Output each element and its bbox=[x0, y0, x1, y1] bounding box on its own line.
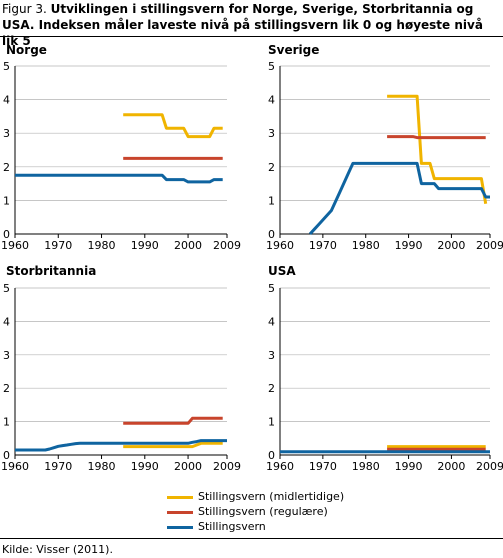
norge-y-tick-label: 5 bbox=[3, 60, 10, 73]
sverige-x-tick-label: 2000 bbox=[437, 239, 465, 252]
storbritannia-x-tick-label: 1980 bbox=[88, 460, 116, 473]
norge-series-midlertidige bbox=[123, 113, 223, 139]
usa-x-tick-label: 2000 bbox=[437, 460, 465, 473]
sverige-series-regulaere bbox=[387, 135, 486, 140]
panel-title-norge: Norge bbox=[6, 43, 47, 57]
storbritannia-series-midlertidige bbox=[123, 441, 223, 449]
usa-y-tick-label: 1 bbox=[268, 416, 275, 429]
usa-x-tick-label: 1960 bbox=[266, 460, 294, 473]
panel-title-storbritannia: Storbritannia bbox=[6, 264, 97, 278]
norge-x-tick-label: 2009 bbox=[213, 239, 241, 252]
storbritannia-series-stillingsvern bbox=[15, 439, 227, 452]
storbritannia-series-regulaere bbox=[123, 416, 223, 425]
legend-swatch-midlertidige bbox=[167, 496, 193, 499]
bottom-rule bbox=[0, 538, 503, 539]
storbritannia-y-tick-label: 5 bbox=[3, 282, 10, 295]
legend-label-midlertidige: Stillingsvern (midlertidige) bbox=[198, 490, 345, 503]
legend-swatch-stillingsvern bbox=[167, 526, 193, 529]
legend-label-regulaere: Stillingsvern (regulære) bbox=[198, 505, 328, 518]
sverige-x-tick-label: 1990 bbox=[395, 239, 423, 252]
storbritannia-x-tick-label: 2009 bbox=[213, 460, 241, 473]
storbritannia-y-tick-label: 1 bbox=[3, 416, 10, 429]
sverige-x-tick-label: 1960 bbox=[266, 239, 294, 252]
norge-x-tick-label: 1960 bbox=[1, 239, 29, 252]
usa-x-tick-label: 2009 bbox=[476, 460, 503, 473]
sverige-y-tick-label: 3 bbox=[268, 127, 275, 140]
norge-y-tick-label: 0 bbox=[3, 228, 10, 241]
sverige-y-tick-label: 5 bbox=[268, 60, 275, 73]
sverige-x-tick-label: 1970 bbox=[309, 239, 337, 252]
usa-y-tick-label: 5 bbox=[268, 282, 275, 295]
usa-x-tick-label: 1980 bbox=[352, 460, 380, 473]
sverige-y-tick-label: 4 bbox=[268, 94, 275, 107]
storbritannia-x-tick-label: 1970 bbox=[44, 460, 72, 473]
norge-x-tick-label: 1970 bbox=[44, 239, 72, 252]
usa-y-tick-label: 4 bbox=[268, 315, 275, 328]
sverige-y-tick-label: 2 bbox=[268, 161, 275, 174]
storbritannia-y-tick-label: 4 bbox=[3, 315, 10, 328]
top-rule bbox=[0, 36, 503, 37]
usa-x-tick-label: 1990 bbox=[395, 460, 423, 473]
storbritannia-y-tick-label: 2 bbox=[3, 382, 10, 395]
legend-label-stillingsvern: Stillingsvern bbox=[198, 520, 266, 533]
sverige-y-tick-label: 1 bbox=[268, 194, 275, 207]
storbritannia-x-tick-label: 1960 bbox=[1, 460, 29, 473]
sverige-y-tick-label: 0 bbox=[268, 228, 275, 241]
sverige-x-tick-label: 2009 bbox=[476, 239, 503, 252]
usa-y-tick-label: 2 bbox=[268, 382, 275, 395]
storbritannia-x-tick-label: 1990 bbox=[131, 460, 159, 473]
source-note: Kilde: Visser (2011). bbox=[2, 543, 113, 556]
norge-x-tick-label: 2000 bbox=[174, 239, 202, 252]
panel-title-usa: USA bbox=[268, 264, 296, 278]
panel-title-sverige: Sverige bbox=[268, 43, 320, 57]
figure-label: Figur 3. bbox=[2, 2, 47, 16]
norge-series-stillingsvern bbox=[15, 173, 223, 184]
usa-x-tick-label: 1970 bbox=[309, 460, 337, 473]
usa-y-tick-label: 3 bbox=[268, 349, 275, 362]
storbritannia-x-tick-label: 2000 bbox=[174, 460, 202, 473]
norge-x-tick-label: 1990 bbox=[131, 239, 159, 252]
usa-y-tick-label: 0 bbox=[268, 449, 275, 462]
norge-y-tick-label: 4 bbox=[3, 94, 10, 107]
norge-y-tick-label: 3 bbox=[3, 127, 10, 140]
storbritannia-y-tick-label: 3 bbox=[3, 349, 10, 362]
sverige-x-tick-label: 1980 bbox=[352, 239, 380, 252]
legend-swatch-regulaere bbox=[167, 511, 193, 514]
sverige-series-midlertidige bbox=[387, 94, 488, 205]
sverige-series-stillingsvern bbox=[308, 161, 490, 236]
figure-title-text: Utviklingen i stillingsvern for Norge, S… bbox=[2, 2, 483, 48]
norge-y-tick-label: 1 bbox=[3, 194, 10, 207]
figure-title: Figur 3. Utviklingen i stillingsvern for… bbox=[2, 1, 500, 49]
storbritannia-y-tick-label: 0 bbox=[3, 449, 10, 462]
norge-x-tick-label: 1980 bbox=[88, 239, 116, 252]
norge-y-tick-label: 2 bbox=[3, 161, 10, 174]
